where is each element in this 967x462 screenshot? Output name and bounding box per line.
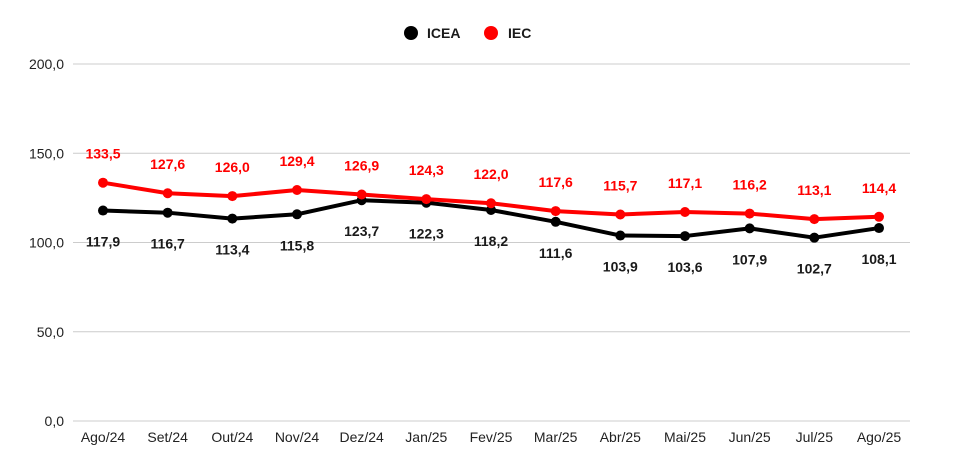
data-label-icea: 123,7 — [344, 223, 379, 239]
legend-marker-icea — [404, 26, 418, 40]
data-label-icea: 116,7 — [151, 236, 185, 252]
legend-label-iec: IEC — [508, 25, 531, 41]
data-point-icea — [550, 216, 561, 227]
y-tick-label: 100,0 — [29, 235, 64, 251]
data-label-icea: 108,1 — [861, 251, 896, 267]
data-label-iec: 127,6 — [150, 156, 185, 172]
data-point-icea — [227, 213, 238, 224]
data-point-iec — [615, 209, 626, 220]
x-axis-ticks: Ago/24 Set/24 Out/24 Nov/24 Dez/24 Jan/25 Fev/… — [81, 429, 902, 445]
data-label-iec: 114,4 — [862, 180, 896, 196]
y-axis-ticks: 0,0 50,0 100,0 150,0 200,0 — [29, 56, 64, 429]
data-label-iec: 113,1 — [797, 182, 831, 198]
x-tick-label: Ago/24 — [81, 429, 126, 445]
data-point-icea — [615, 230, 626, 241]
data-label-icea: 107,9 — [732, 251, 767, 267]
data-point-iec — [550, 206, 561, 217]
data-point-iec — [162, 188, 173, 199]
data-label-iec: 117,6 — [539, 174, 573, 190]
x-tick-label: Abr/25 — [600, 429, 641, 445]
x-tick-label: Mai/25 — [664, 429, 706, 445]
data-point-icea — [162, 207, 173, 218]
x-tick-label: Fev/25 — [470, 429, 513, 445]
y-tick-label: 200,0 — [29, 56, 64, 72]
x-tick-label: Jan/25 — [405, 429, 447, 445]
series-layer — [98, 177, 884, 243]
x-tick-label: Set/24 — [147, 429, 188, 445]
data-point-iec — [421, 194, 432, 205]
data-point-iec — [486, 198, 496, 209]
data-point-iec — [227, 191, 238, 202]
data-point-iec — [744, 208, 755, 219]
data-labels: 117,9 116,7 113,4 115,8 123,7 122,3 118,2 111,6… — [85, 146, 896, 277]
data-point-iec — [356, 189, 367, 200]
legend-marker-iec — [484, 26, 498, 40]
data-point-icea — [292, 209, 302, 220]
data-label-iec: 117,1 — [668, 175, 702, 191]
legend: ICEA IEC — [404, 25, 531, 41]
y-tick-label: 0,0 — [45, 413, 65, 429]
data-label-icea: 102,7 — [797, 261, 832, 277]
data-point-icea — [809, 232, 820, 243]
data-point-icea — [874, 223, 884, 234]
data-label-iec: 122,0 — [473, 166, 508, 182]
data-point-iec — [292, 185, 302, 196]
y-tick-label: 150,0 — [29, 145, 64, 161]
x-tick-label: Ago/25 — [857, 429, 902, 445]
x-tick-label: Nov/24 — [275, 429, 320, 445]
data-label-iec: 129,4 — [279, 153, 314, 169]
data-label-iec: 116,2 — [733, 177, 767, 193]
x-tick-label: Dez/24 — [339, 429, 384, 445]
data-point-icea — [744, 223, 755, 234]
data-point-iec — [98, 177, 108, 188]
data-label-iec: 126,0 — [215, 159, 250, 175]
data-point-icea — [680, 231, 690, 242]
x-tick-label: Jul/25 — [796, 429, 834, 445]
data-label-iec: 133,5 — [85, 146, 120, 162]
data-label-icea: 111,6 — [539, 245, 573, 261]
data-point-icea — [98, 205, 108, 216]
data-label-iec: 126,9 — [344, 157, 379, 173]
data-label-icea: 103,9 — [603, 259, 638, 275]
data-label-iec: 115,7 — [603, 177, 637, 193]
data-label-icea: 103,6 — [667, 259, 702, 275]
legend-label-icea: ICEA — [427, 25, 460, 41]
data-point-iec — [874, 211, 884, 222]
data-label-icea: 113,4 — [215, 242, 249, 258]
data-label-icea: 117,9 — [86, 234, 120, 250]
x-tick-label: Out/24 — [211, 429, 253, 445]
x-tick-label: Mar/25 — [534, 429, 578, 445]
data-label-icea: 118,2 — [474, 233, 508, 249]
grid-layer — [73, 63, 910, 422]
data-label-icea: 122,3 — [409, 226, 444, 242]
data-label-icea: 115,8 — [280, 237, 314, 253]
y-tick-label: 50,0 — [37, 324, 64, 340]
data-label-iec: 124,3 — [409, 162, 444, 178]
data-point-iec — [680, 206, 690, 217]
data-point-iec — [809, 214, 820, 225]
x-tick-label: Jun/25 — [729, 429, 771, 445]
